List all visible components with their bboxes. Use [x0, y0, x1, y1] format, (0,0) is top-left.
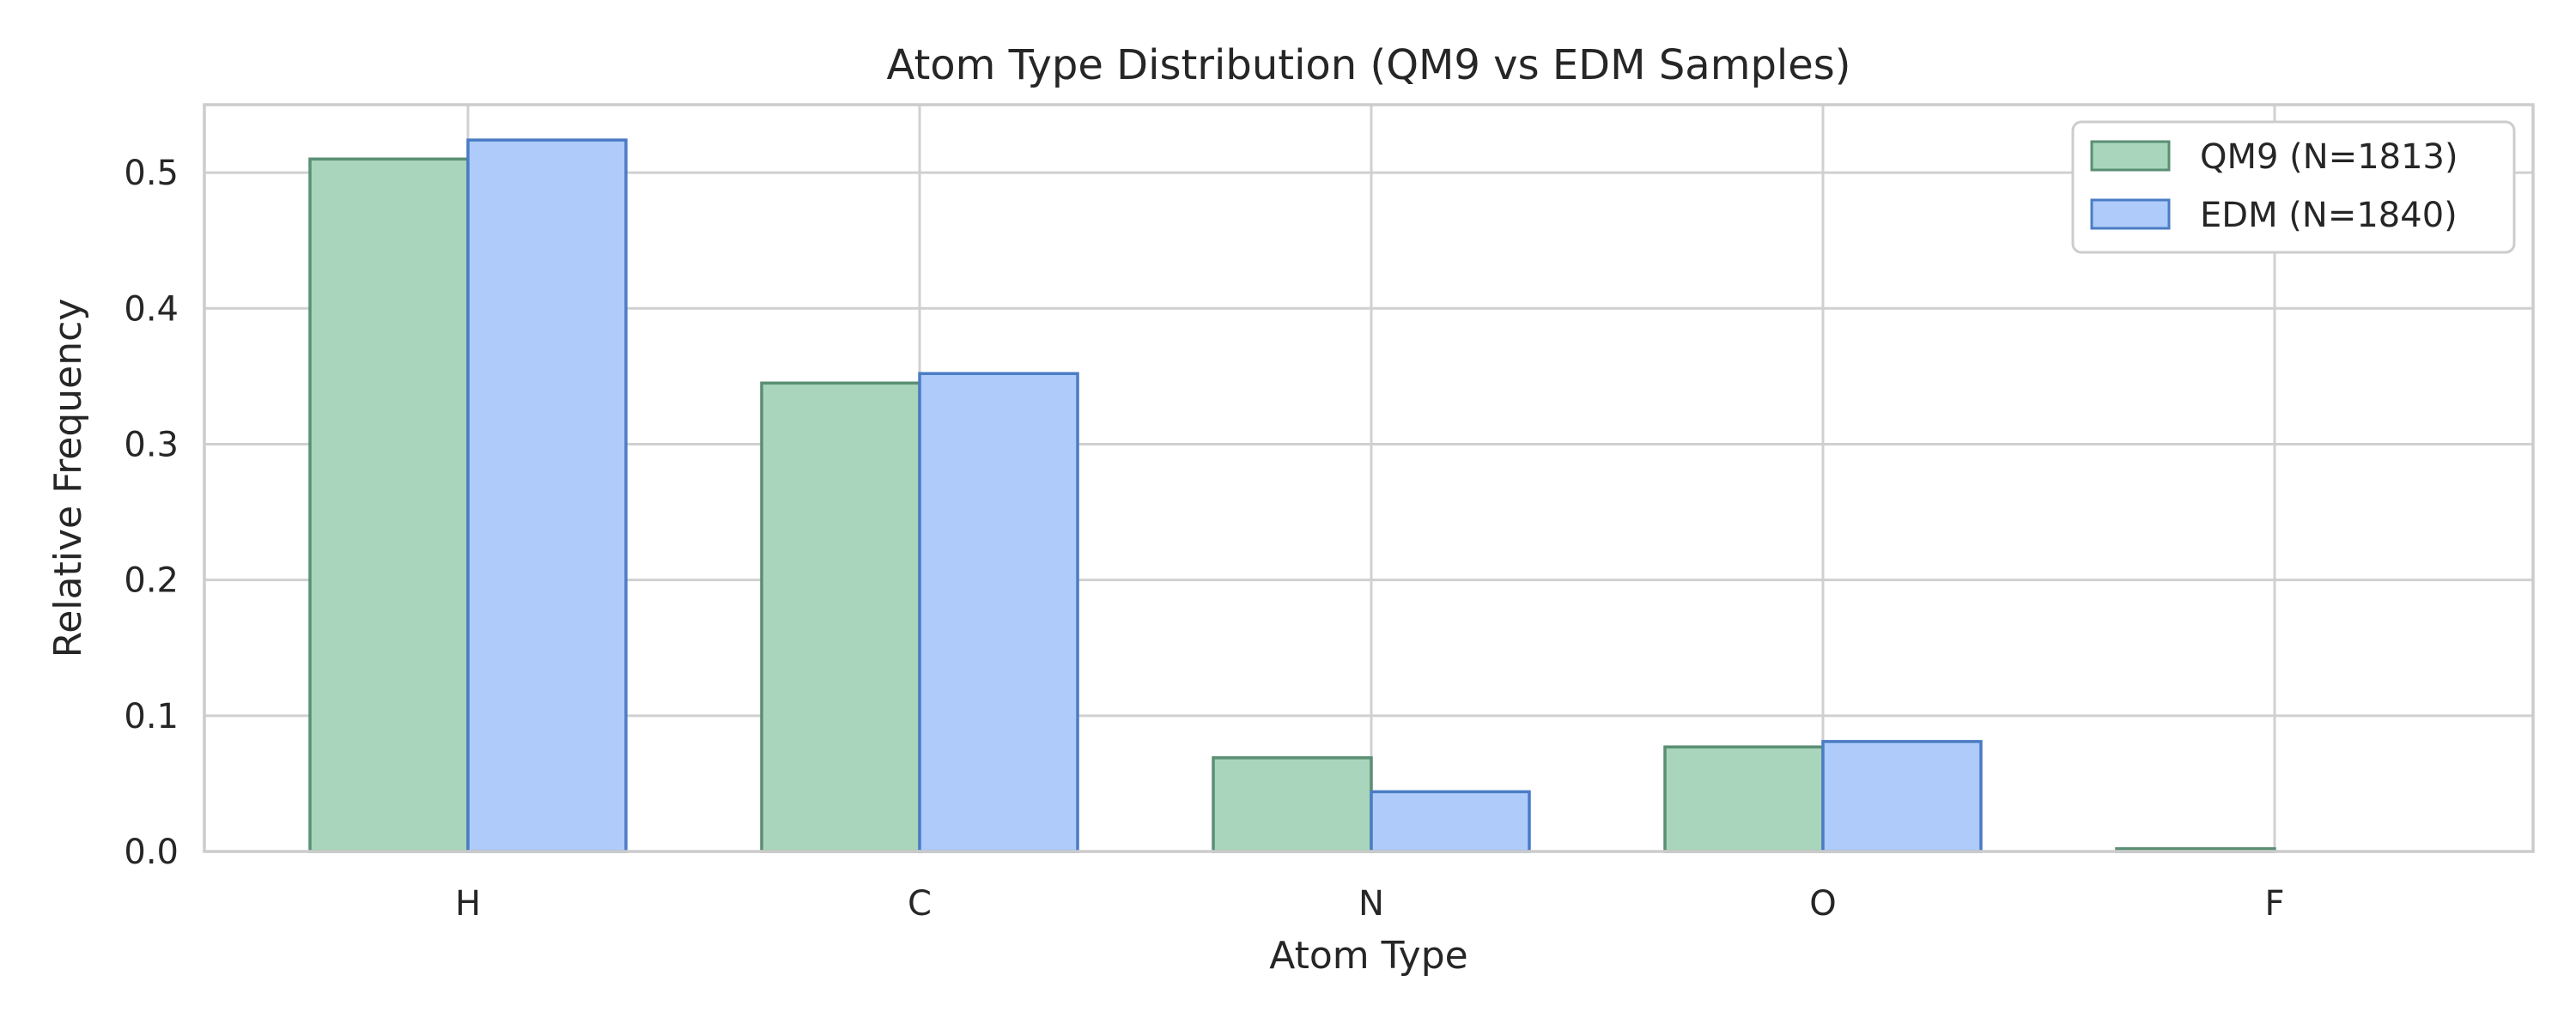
y-tick-label: 0.2 — [124, 561, 179, 601]
legend-box — [2071, 120, 2516, 254]
bars — [308, 138, 2276, 853]
x-tick-label: F — [2264, 884, 2284, 924]
bar-qm9-c — [760, 381, 921, 853]
bar-qm9-h — [308, 157, 470, 853]
legend-swatch-edm — [2090, 198, 2171, 230]
legend-swatch-qm9 — [2090, 140, 2171, 172]
bar-edm-h — [466, 138, 628, 853]
bar-qm9-o — [1663, 745, 1825, 853]
y-tick-label: 0.0 — [124, 833, 179, 872]
bar-edm-c — [918, 372, 1079, 853]
y-tick-label: 0.1 — [124, 697, 179, 736]
bar-qm9-n — [1212, 756, 1373, 853]
legend: QM9 (N=1813) EDM (N=1840) — [2071, 120, 2516, 254]
y-tick-label: 0.3 — [124, 425, 179, 464]
x-tick-label: H — [455, 884, 481, 924]
legend-label-qm9: QM9 (N=1813) — [2200, 137, 2458, 177]
bar-edm-o — [1821, 740, 1983, 853]
x-tick-label: N — [1358, 884, 1384, 924]
plot-frame — [203, 103, 2535, 853]
y-tick-label: 0.4 — [124, 289, 179, 329]
bar-edm-n — [1370, 790, 1531, 853]
legend-label-edm: EDM (N=1840) — [2200, 196, 2458, 235]
x-tick-label: C — [908, 884, 932, 924]
x-tick-label: O — [1809, 884, 1836, 924]
y-tick-label: 0.5 — [124, 154, 179, 193]
y-tick-labels: 0.0 0.1 0.2 0.3 0.4 0.5 — [124, 154, 179, 872]
chart-title: Atom Type Distribution (QM9 vs EDM Sampl… — [886, 41, 1850, 89]
x-axis-title: Atom Type — [1269, 934, 1467, 978]
y-axis-title: Relative Frequency — [46, 299, 90, 658]
